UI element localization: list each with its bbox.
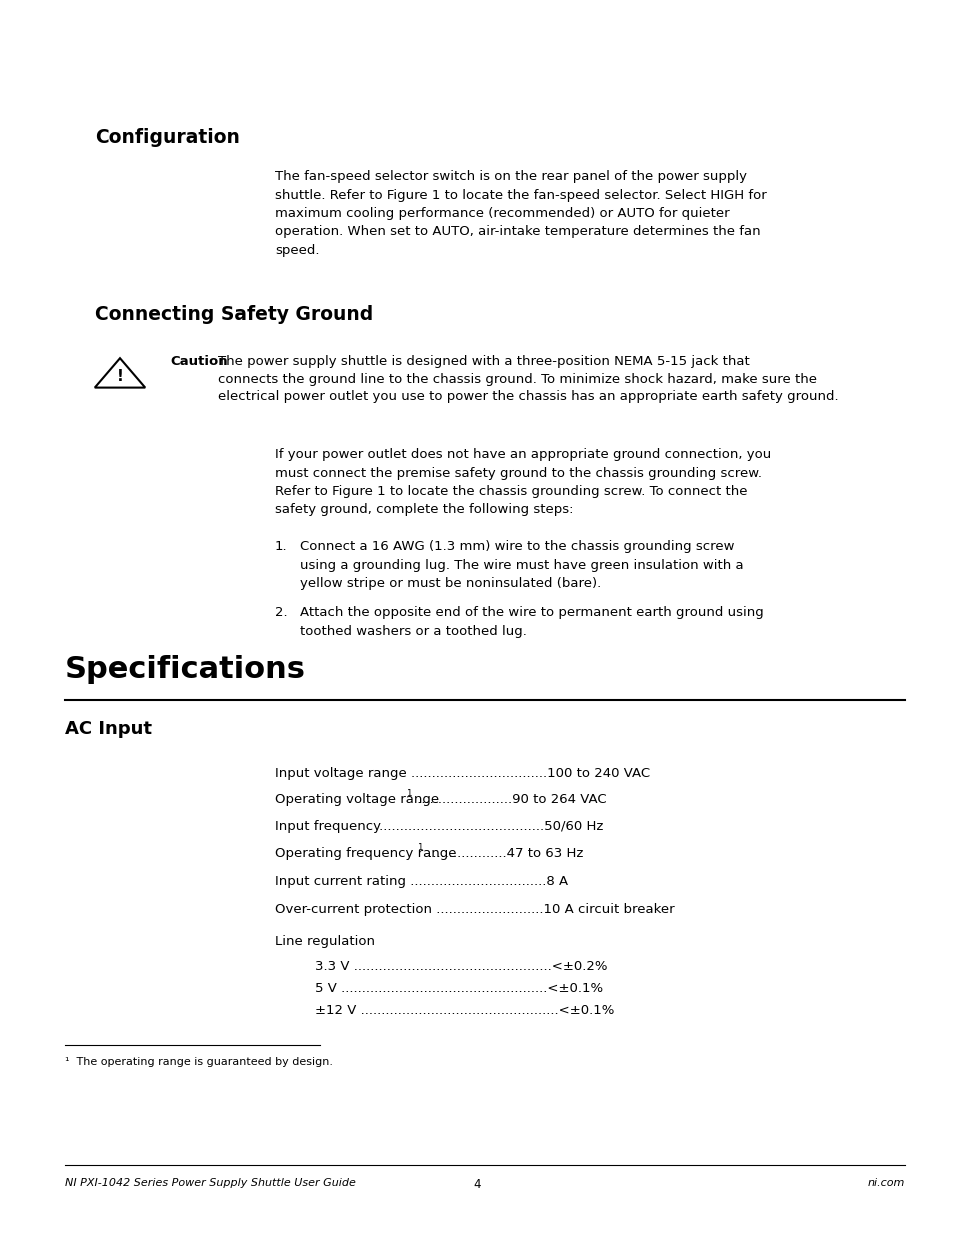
Text: 5 V ..................................................<±0.1%: 5 V ....................................… bbox=[314, 982, 602, 995]
Text: Input current rating .................................8 A: Input current rating ...................… bbox=[274, 876, 568, 888]
Text: Caution: Caution bbox=[170, 354, 228, 368]
Text: Specifications: Specifications bbox=[65, 655, 306, 684]
Text: .......................90 to 264 VAC: .......................90 to 264 VAC bbox=[413, 793, 606, 806]
Text: Connecting Safety Ground: Connecting Safety Ground bbox=[95, 305, 373, 324]
Text: Configuration: Configuration bbox=[95, 128, 239, 147]
Text: 1: 1 bbox=[406, 789, 411, 798]
Text: Connect a 16 AWG (1.3 mm) wire to the chassis grounding screw
using a grounding : Connect a 16 AWG (1.3 mm) wire to the ch… bbox=[299, 540, 742, 590]
Text: NI PXI-1042 Series Power Supply Shuttle User Guide: NI PXI-1042 Series Power Supply Shuttle … bbox=[65, 1178, 355, 1188]
Text: ¹  The operating range is guaranteed by design.: ¹ The operating range is guaranteed by d… bbox=[65, 1057, 333, 1067]
Text: 2.: 2. bbox=[274, 606, 287, 619]
Text: Input frequency........................................50/60 Hz: Input frequency.........................… bbox=[274, 820, 602, 832]
Text: ±12 V ................................................<±0.1%: ±12 V ..................................… bbox=[314, 1004, 614, 1016]
Text: ...................47 to 63 Hz: ...................47 to 63 Hz bbox=[424, 847, 583, 860]
Text: ni.com: ni.com bbox=[866, 1178, 904, 1188]
Text: !: ! bbox=[116, 369, 123, 384]
Text: Line regulation: Line regulation bbox=[274, 935, 375, 948]
Text: If your power outlet does not have an appropriate ground connection, you
must co: If your power outlet does not have an ap… bbox=[274, 448, 770, 516]
Text: Over-current protection ..........................10 A circuit breaker: Over-current protection ................… bbox=[274, 903, 674, 916]
Text: Input voltage range .................................100 to 240 VAC: Input voltage range ....................… bbox=[274, 767, 649, 781]
Text: 1: 1 bbox=[417, 844, 422, 852]
Text: 4: 4 bbox=[473, 1178, 480, 1191]
Text: The power supply shuttle is designed with a three-position NEMA 5-15 jack that
c: The power supply shuttle is designed wit… bbox=[218, 354, 838, 403]
Text: AC Input: AC Input bbox=[65, 720, 152, 739]
Text: Operating voltage range: Operating voltage range bbox=[274, 793, 438, 806]
Text: 1.: 1. bbox=[274, 540, 287, 553]
Text: Operating frequency range: Operating frequency range bbox=[274, 847, 456, 860]
Text: 3.3 V ................................................<±0.2%: 3.3 V ..................................… bbox=[314, 960, 607, 973]
Text: Attach the opposite end of the wire to permanent earth ground using
toothed wash: Attach the opposite end of the wire to p… bbox=[299, 606, 763, 637]
Text: The fan-speed selector switch is on the rear panel of the power supply
shuttle. : The fan-speed selector switch is on the … bbox=[274, 170, 766, 257]
